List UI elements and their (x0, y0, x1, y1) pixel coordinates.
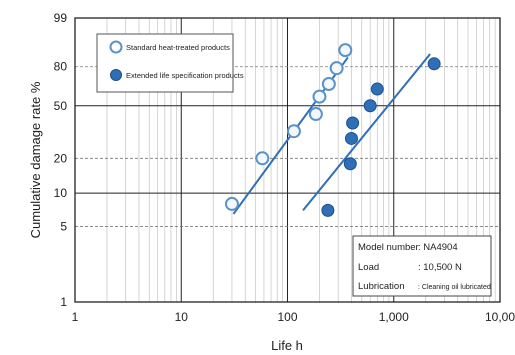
x-tick-labels: 1 10 100 1,000 10,00 (72, 310, 515, 324)
data-point-standard (321, 77, 336, 92)
y-tick-label: 50 (54, 99, 68, 113)
info-label-lubrication: Lubrication (358, 281, 404, 292)
data-point-extended (346, 116, 360, 130)
x-axis-title: Life h (271, 338, 303, 353)
info-value-lubrication: : Cleaning oil lubricated (418, 284, 491, 291)
y-tick-label: 99 (54, 11, 68, 25)
fit-line (302, 53, 431, 211)
legend: Standard heat-treated products Extended … (96, 33, 244, 93)
info-label-load: Load (358, 262, 379, 273)
y-tick-label: 20 (54, 151, 68, 165)
info-box: Model number : NA4904 Load : 10,500 N Lu… (352, 235, 492, 297)
data-point-standard (255, 151, 270, 166)
y-tick-label: 1 (60, 295, 67, 309)
x-tick-label: 100 (277, 310, 297, 324)
y-axis-title: Cumulative damage rate % (28, 81, 43, 238)
x-tick-label: 10 (175, 310, 189, 324)
data-point-extended (343, 157, 357, 171)
x-tick-label: 1,000 (379, 310, 409, 324)
y-tick-labels: 1 5 10 20 50 80 99 (54, 11, 68, 309)
y-tick-label: 80 (54, 60, 68, 74)
info-value-model: : NA4904 (418, 242, 458, 253)
plot-frame (74, 17, 501, 303)
data-point-extended (344, 131, 358, 145)
info-value-load: : 10,500 N (418, 262, 462, 273)
legend-label-extended: Extended life specification products (126, 71, 244, 80)
y-tick-label: 5 (60, 219, 67, 233)
x-tick-label: 1 (72, 310, 79, 324)
data-point-extended (427, 57, 441, 71)
legend-marker-extended (110, 69, 122, 81)
data-points (224, 43, 441, 217)
data-point-standard (312, 89, 327, 104)
legend-marker-standard (109, 40, 123, 54)
y-tick-label: 10 (54, 186, 68, 200)
data-point-standard (329, 61, 344, 76)
info-label-model: Model number (358, 242, 419, 253)
data-point-standard (338, 43, 353, 58)
legend-label-standard: Standard heat-treated products (126, 43, 230, 52)
data-point-extended (370, 82, 384, 96)
data-point-standard (286, 124, 301, 139)
data-point-extended (321, 203, 335, 217)
data-point-standard (224, 196, 239, 211)
x-tick-label: 10,00 (485, 310, 515, 324)
data-point-extended (363, 99, 377, 113)
data-point-standard (308, 107, 323, 122)
info-box-frame (352, 235, 492, 297)
